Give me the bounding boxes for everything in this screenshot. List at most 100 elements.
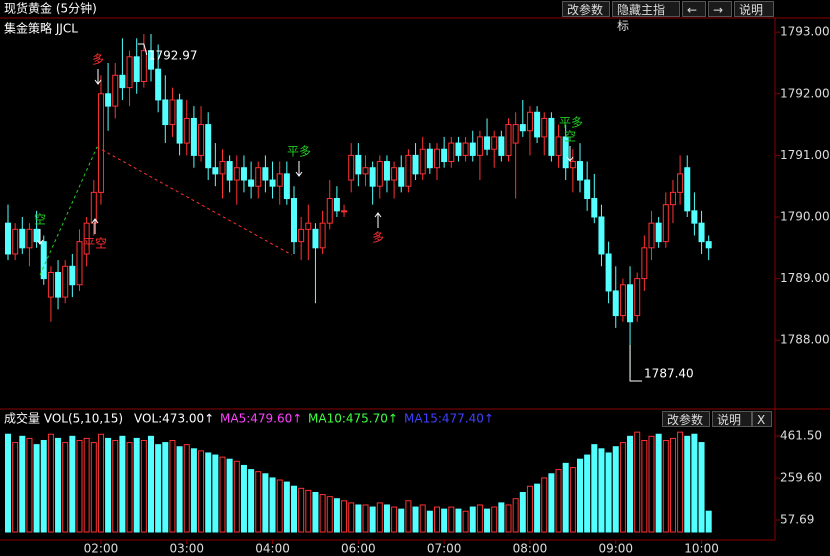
candle-body bbox=[398, 167, 405, 187]
candle-body bbox=[491, 136, 498, 150]
candle-body bbox=[162, 99, 169, 126]
volume-bar bbox=[319, 494, 326, 533]
volume-bar bbox=[248, 469, 255, 533]
volume-bar bbox=[641, 439, 648, 533]
candle-body bbox=[684, 167, 691, 212]
candle-body bbox=[548, 117, 555, 156]
candle-body bbox=[133, 56, 140, 82]
strategy-label: 集金策略 JJCL bbox=[4, 21, 78, 36]
candle-body bbox=[12, 228, 19, 255]
volume-bar bbox=[326, 496, 333, 533]
toolbar-button[interactable]: 隐藏主指标 bbox=[612, 1, 680, 33]
x-tick-label: 04:00 bbox=[255, 542, 290, 556]
y-tick-label: 1790.00 bbox=[780, 210, 830, 224]
candle-body bbox=[341, 210, 348, 213]
toolbar-button[interactable]: ← bbox=[682, 1, 706, 17]
candle-body bbox=[519, 124, 526, 132]
candle-body bbox=[605, 253, 612, 292]
x-tick-label: 09:00 bbox=[598, 542, 633, 556]
candle-body bbox=[641, 247, 648, 280]
candle-body bbox=[405, 154, 412, 187]
volume-bar bbox=[562, 462, 569, 533]
candle-body bbox=[333, 198, 340, 212]
volume-bar bbox=[276, 479, 283, 533]
signal-arrow bbox=[295, 161, 303, 177]
volume-bar bbox=[526, 485, 533, 533]
volume-bar bbox=[548, 473, 555, 533]
volume-bar bbox=[627, 435, 634, 533]
volume-bar bbox=[677, 431, 684, 533]
x-tick-label: 02:00 bbox=[84, 542, 119, 556]
volume-bar bbox=[5, 433, 11, 533]
candle-body bbox=[205, 124, 212, 169]
volume-bar bbox=[162, 442, 169, 533]
signal-arrow bbox=[94, 69, 102, 85]
candle-body bbox=[441, 148, 448, 163]
candle-body bbox=[283, 173, 290, 200]
candle-body bbox=[591, 198, 598, 218]
volume-bar bbox=[198, 450, 205, 533]
volume-bar bbox=[76, 439, 83, 533]
signal-label: 多 bbox=[92, 53, 104, 67]
candle-body bbox=[83, 222, 90, 255]
candle-body bbox=[526, 111, 533, 132]
candle-body bbox=[426, 148, 433, 169]
volume-bar bbox=[412, 506, 419, 533]
candle-body bbox=[419, 148, 426, 175]
candle-body bbox=[562, 136, 569, 169]
volume-readout: MA15:477.40↑ bbox=[404, 412, 494, 426]
volume-bar bbox=[655, 433, 662, 533]
toolbar-button[interactable]: X bbox=[752, 411, 772, 427]
volume-bar bbox=[240, 464, 247, 533]
candle-body bbox=[298, 228, 305, 243]
volume-bar bbox=[83, 437, 90, 533]
volume-bar bbox=[255, 471, 262, 533]
volume-bar bbox=[612, 446, 619, 533]
volume-bar bbox=[212, 454, 219, 533]
candle-body bbox=[76, 241, 83, 286]
signal-arrow bbox=[91, 218, 99, 234]
y-tick-label: 1792.00 bbox=[780, 86, 830, 100]
candle-body bbox=[698, 222, 705, 243]
volume-bar bbox=[434, 506, 440, 533]
volume-bar bbox=[669, 437, 676, 533]
toolbar-button[interactable]: 改参数 bbox=[562, 1, 610, 17]
candle-body bbox=[348, 154, 355, 181]
volume-bar bbox=[541, 477, 548, 533]
y-tick-label: 1789.00 bbox=[780, 271, 830, 285]
toolbar-button[interactable]: 说明 bbox=[712, 411, 752, 427]
candle-body bbox=[233, 167, 240, 181]
volume-bar bbox=[169, 439, 176, 533]
y-tick-label: 57.69 bbox=[780, 513, 814, 527]
candle-body bbox=[655, 222, 662, 243]
volume-bar bbox=[26, 437, 33, 533]
candle-body bbox=[269, 179, 276, 187]
candle-body bbox=[169, 99, 176, 126]
volume-bar bbox=[555, 469, 562, 533]
volume-bar bbox=[348, 502, 355, 533]
volume-bar bbox=[441, 508, 448, 533]
volume-bar bbox=[383, 504, 390, 533]
candle-body bbox=[505, 124, 512, 156]
x-tick-label: 08:00 bbox=[513, 542, 548, 556]
volume-bar bbox=[105, 437, 112, 533]
high-marker bbox=[137, 43, 148, 56]
volume-bar bbox=[190, 448, 197, 533]
candle-body bbox=[148, 50, 154, 70]
volume-bar bbox=[391, 506, 398, 533]
candle-body bbox=[226, 161, 233, 181]
toolbar-button[interactable]: 说明 bbox=[734, 1, 774, 17]
signal-label: 空 bbox=[564, 130, 576, 144]
volume-bar bbox=[648, 435, 655, 533]
toolbar-button[interactable]: → bbox=[708, 1, 732, 17]
y-tick-label: 461.50 bbox=[780, 429, 822, 443]
candle-body bbox=[627, 284, 634, 323]
volume-bar bbox=[233, 460, 240, 533]
toolbar-button[interactable]: 改参数 bbox=[662, 411, 710, 427]
candle-body bbox=[212, 167, 219, 175]
volume-bar bbox=[148, 435, 154, 533]
volume-bar bbox=[426, 510, 433, 533]
candle-body bbox=[248, 179, 255, 187]
volume-bar bbox=[376, 502, 383, 533]
volume-bar bbox=[398, 508, 405, 533]
